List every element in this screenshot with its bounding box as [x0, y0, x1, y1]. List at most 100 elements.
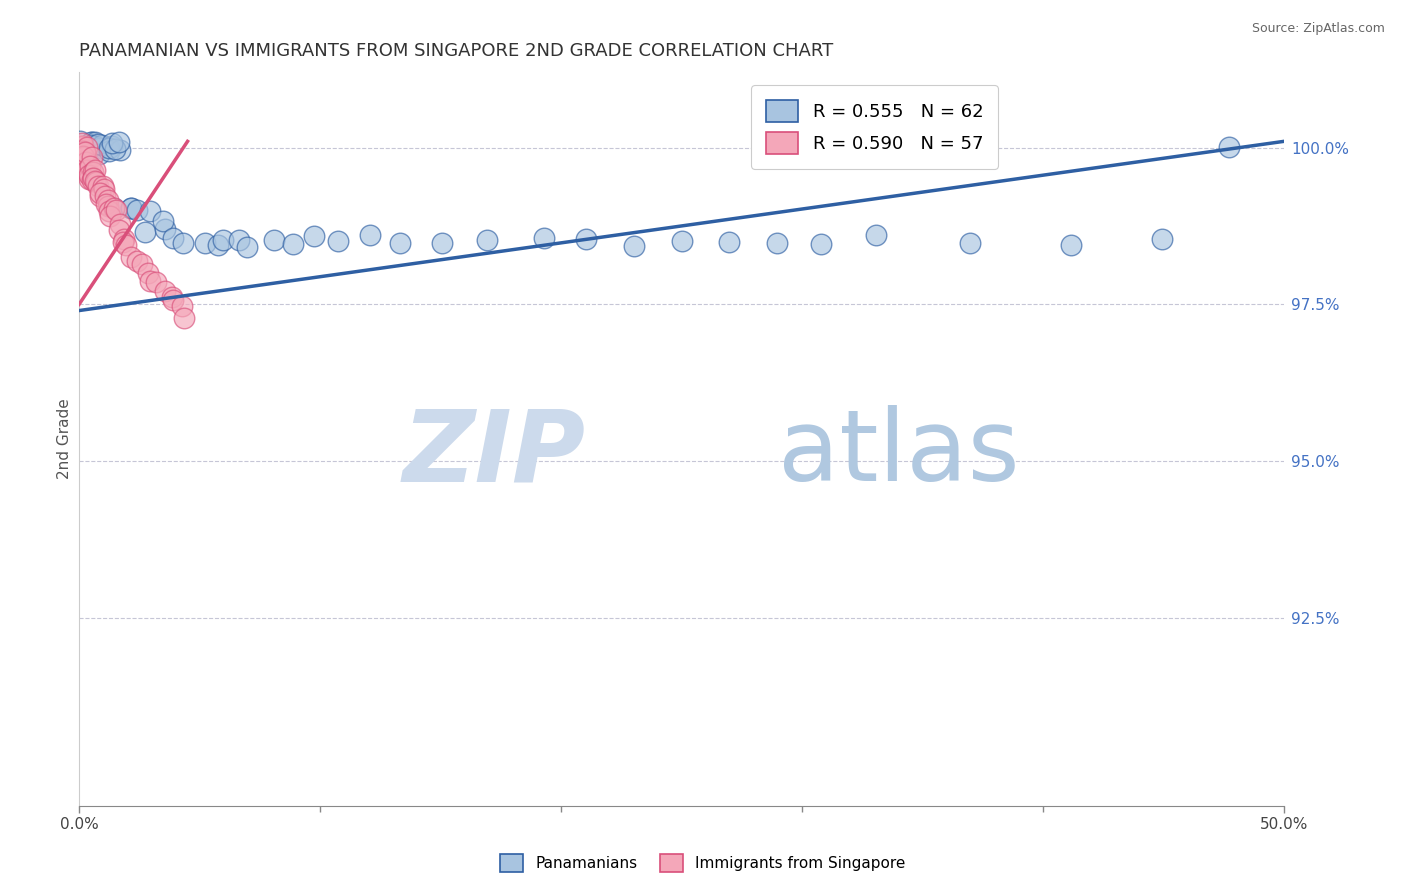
Point [125, 203, 148, 218]
Point [1218, 140, 1240, 154]
Point [127, 253, 149, 268]
Point [77, 172, 100, 186]
Point [104, 142, 127, 156]
Point [138, 274, 160, 288]
Point [162, 231, 184, 245]
Point [131, 257, 153, 271]
Point [112, 232, 135, 246]
Point [194, 236, 217, 251]
Text: PANAMANIAN VS IMMIGRANTS FROM SINGAPORE 2ND GRADE CORRELATION CHART: PANAMANIAN VS IMMIGRANTS FROM SINGAPORE … [79, 42, 834, 60]
Point [155, 285, 177, 299]
Point [96, 197, 118, 211]
Point [76, 162, 98, 177]
Point [1152, 232, 1174, 246]
Point [69, 145, 91, 159]
Point [73, 150, 96, 164]
Point [84, 139, 107, 153]
Point [105, 202, 128, 217]
Point [98, 141, 121, 155]
Point [77, 168, 100, 182]
Point [82, 135, 104, 149]
Point [82, 150, 104, 164]
Point [73, 145, 96, 160]
Point [82, 141, 104, 155]
Point [152, 213, 174, 227]
Point [72, 154, 94, 169]
Point [575, 232, 598, 246]
Point [155, 222, 177, 236]
Point [173, 311, 195, 326]
Point [283, 236, 305, 251]
Point [79, 167, 101, 181]
Point [84, 173, 107, 187]
Point [97, 193, 120, 207]
Point [96, 199, 118, 213]
Point [172, 235, 194, 250]
Point [1060, 237, 1083, 252]
Point [139, 203, 162, 218]
Point [475, 234, 498, 248]
Point [82, 170, 104, 185]
Point [103, 201, 125, 215]
Legend: Panamanians, Immigrants from Singapore: Panamanians, Immigrants from Singapore [492, 846, 914, 880]
Point [671, 234, 693, 248]
Point [162, 293, 184, 307]
Text: ZIP: ZIP [402, 405, 585, 502]
Point [120, 201, 142, 215]
Point [79, 135, 101, 149]
Point [236, 240, 259, 254]
Point [72, 149, 94, 163]
Point [75, 154, 97, 169]
Point [228, 233, 250, 247]
Point [80, 173, 103, 187]
Point [145, 275, 167, 289]
Point [97, 144, 120, 158]
Point [72, 139, 94, 153]
Point [138, 267, 160, 281]
Point [84, 162, 107, 177]
Point [120, 201, 142, 215]
Point [114, 238, 136, 252]
Point [865, 228, 887, 243]
Point [80, 137, 103, 152]
Point [73, 145, 96, 160]
Point [76, 139, 98, 153]
Point [718, 235, 741, 249]
Point [430, 235, 453, 250]
Point [326, 234, 349, 248]
Point [389, 236, 412, 251]
Point [77, 140, 100, 154]
Text: Source: ZipAtlas.com: Source: ZipAtlas.com [1251, 22, 1385, 36]
Point [765, 236, 787, 251]
Point [82, 165, 104, 179]
Point [101, 136, 124, 150]
Point [103, 201, 125, 215]
Point [111, 235, 134, 249]
Point [86, 137, 108, 152]
Point [98, 209, 121, 223]
Text: atlas: atlas [778, 405, 1019, 502]
Point [93, 182, 115, 196]
Point [84, 135, 107, 149]
Point [82, 170, 104, 185]
Point [76, 141, 98, 155]
Point [75, 144, 97, 158]
Point [89, 188, 111, 202]
Point [533, 230, 555, 244]
Point [90, 138, 112, 153]
Point [359, 228, 381, 243]
Point [76, 163, 98, 178]
Point [89, 186, 111, 200]
Point [134, 225, 156, 239]
Point [207, 238, 229, 252]
Point [80, 142, 103, 156]
Point [70, 146, 93, 161]
Point [120, 250, 142, 264]
Point [75, 147, 97, 161]
Point [72, 155, 94, 169]
Point [97, 204, 120, 219]
Legend: R = 0.555   N = 62, R = 0.590   N = 57: R = 0.555 N = 62, R = 0.590 N = 57 [751, 85, 998, 169]
Point [160, 289, 183, 303]
Point [107, 223, 129, 237]
Point [959, 236, 981, 251]
